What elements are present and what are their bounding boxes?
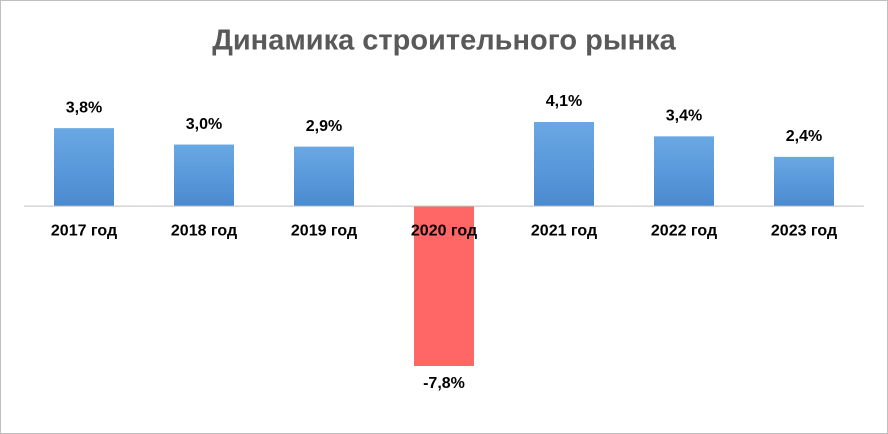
bar (654, 136, 714, 207)
data-label: 3,8% (66, 99, 102, 116)
bar (774, 156, 834, 207)
x-tick-label: 2023 год (771, 222, 837, 239)
x-tick-label: 2017 год (51, 222, 117, 239)
bar (534, 122, 594, 207)
chart-title: Динамика строительного рынка (212, 25, 676, 57)
bar (414, 206, 474, 366)
x-tick-label: 2022 год (651, 222, 717, 239)
x-tick-label: 2019 год (291, 222, 357, 239)
x-tick-label: 2020 год (411, 222, 477, 239)
data-label: 2,9% (306, 118, 342, 135)
data-label: 3,4% (666, 108, 702, 125)
data-label: 4,1% (546, 93, 582, 110)
bar (294, 146, 354, 207)
x-tick-label: 2021 год (531, 222, 597, 239)
bar (54, 128, 114, 207)
bar (174, 144, 234, 207)
data-label: 3,0% (186, 116, 222, 133)
x-tick-label: 2018 год (171, 222, 237, 239)
data-label: -7,8% (423, 375, 465, 392)
data-label: 2,4% (786, 128, 822, 145)
